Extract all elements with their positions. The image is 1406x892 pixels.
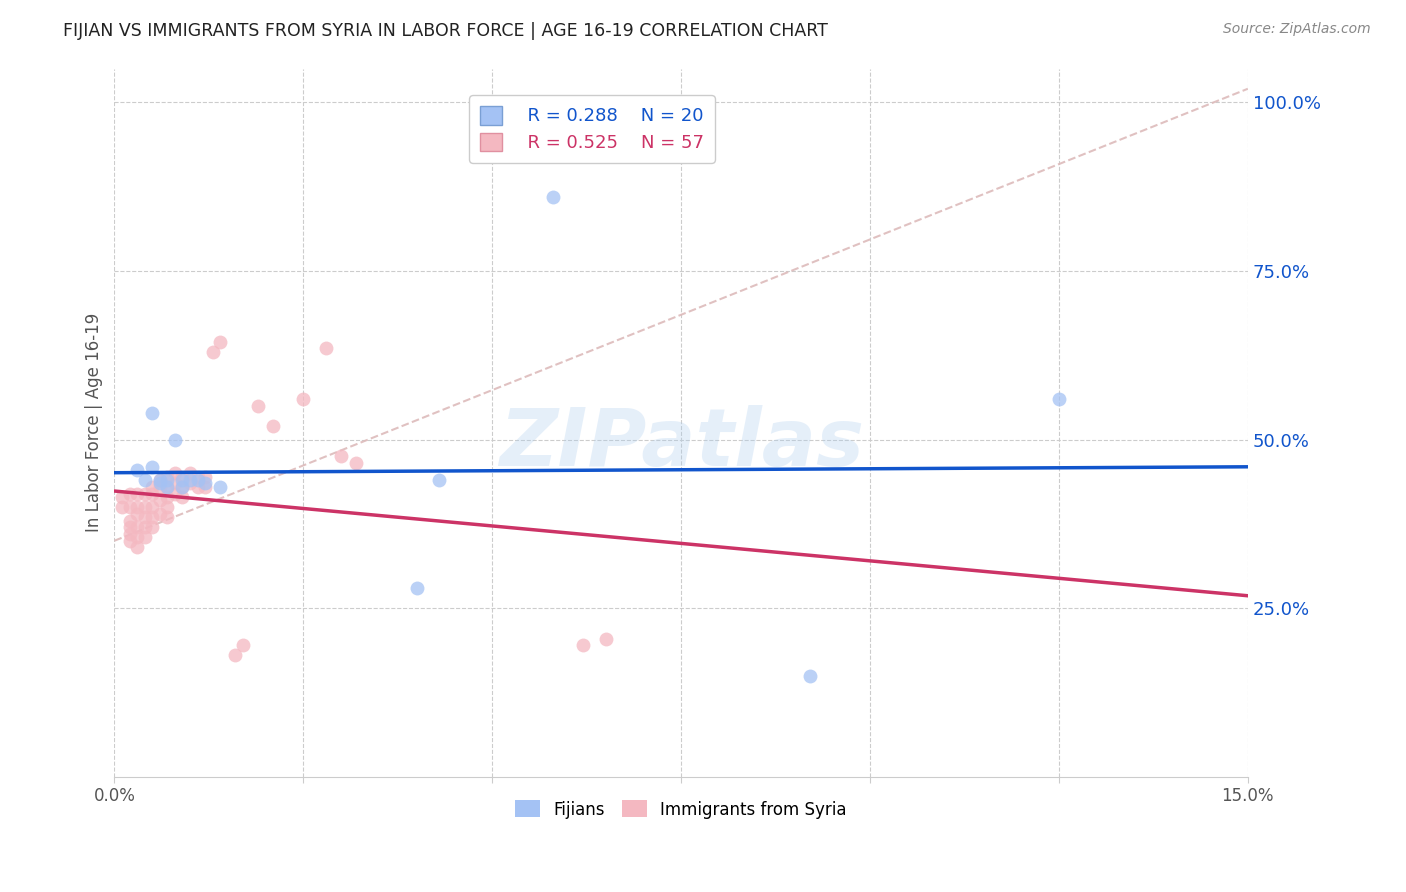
Point (179, 467, 201, 481)
Point (118, 514, 141, 528)
Point (125, 486, 148, 500)
Point (118, 520, 141, 534)
Point (156, 500, 179, 514)
Point (194, 469, 217, 483)
Point (186, 480, 208, 494)
Point (156, 469, 179, 483)
Point (186, 473, 208, 487)
Point (149, 473, 172, 487)
Point (172, 490, 194, 504)
Point (134, 500, 156, 514)
Point (163, 467, 186, 481)
Point (224, 648, 246, 663)
Point (209, 334, 232, 349)
Point (201, 344, 224, 359)
Point (330, 450, 353, 464)
Point (118, 533, 141, 548)
Point (172, 469, 194, 483)
Point (118, 486, 141, 500)
Point (179, 476, 201, 491)
Point (172, 480, 194, 494)
Point (572, 638, 595, 652)
Point (125, 500, 148, 514)
Point (111, 500, 134, 514)
Point (141, 459, 163, 474)
Point (141, 480, 163, 494)
Point (141, 500, 163, 514)
Point (141, 486, 163, 500)
Point (141, 520, 163, 534)
Point (118, 527, 141, 541)
Point (186, 469, 208, 483)
Point (344, 456, 367, 470)
Point (194, 480, 217, 494)
Point (163, 433, 186, 447)
Point (125, 463, 148, 477)
Point (172, 473, 194, 487)
Point (141, 510, 163, 524)
Y-axis label: In Labor Force | Age 16-19: In Labor Force | Age 16-19 (86, 313, 103, 533)
Point (156, 480, 179, 494)
Point (232, 638, 254, 652)
Point (209, 480, 232, 494)
Point (405, 581, 427, 595)
Point (156, 510, 179, 524)
Point (134, 510, 156, 524)
Point (292, 392, 315, 406)
Point (172, 480, 194, 494)
Point (194, 476, 217, 491)
Point (134, 473, 156, 487)
Point (125, 507, 148, 521)
Point (149, 476, 172, 491)
Point (125, 530, 148, 544)
Point (134, 530, 156, 544)
Legend: Fijians, Immigrants from Syria: Fijians, Immigrants from Syria (509, 794, 853, 825)
Point (427, 473, 450, 487)
Point (156, 490, 179, 504)
Point (246, 399, 269, 413)
Point (595, 632, 617, 646)
Point (118, 500, 141, 514)
Point (111, 490, 134, 504)
Point (125, 520, 148, 534)
Point (149, 473, 172, 487)
Point (134, 520, 156, 534)
Text: ZIPatlas: ZIPatlas (499, 405, 863, 483)
Point (134, 486, 156, 500)
Point (156, 473, 179, 487)
Point (315, 342, 337, 356)
Point (141, 406, 163, 420)
Point (1047, 392, 1070, 406)
Point (262, 419, 284, 434)
Point (149, 480, 172, 494)
Point (163, 486, 186, 500)
Point (799, 668, 821, 682)
Text: Source: ZipAtlas.com: Source: ZipAtlas.com (1223, 22, 1371, 37)
Point (156, 480, 179, 494)
Point (541, 190, 564, 204)
Point (163, 476, 186, 491)
Point (149, 493, 172, 508)
Point (125, 541, 148, 555)
Text: FIJIAN VS IMMIGRANTS FROM SYRIA IN LABOR FORCE | AGE 16-19 CORRELATION CHART: FIJIAN VS IMMIGRANTS FROM SYRIA IN LABOR… (63, 22, 828, 40)
Point (179, 473, 201, 487)
Point (149, 507, 172, 521)
